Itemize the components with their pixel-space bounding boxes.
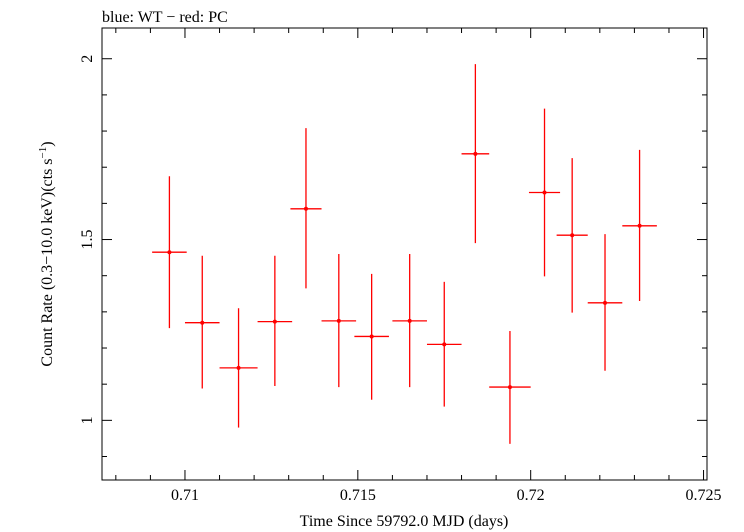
data-point [257,255,293,386]
point-marker [407,318,412,323]
data-point [392,254,427,388]
data-point [152,176,187,329]
data-point [184,255,220,389]
x-tick-label: 0.71 [171,487,199,504]
data-point [290,128,322,289]
data-points [152,64,657,444]
point-marker [637,223,642,228]
plot-frame [101,27,708,481]
point-marker [303,206,308,211]
point-marker [236,365,241,370]
point-marker [272,319,277,324]
data-point [528,108,561,277]
y-tick-label: 1.5 [79,230,96,250]
point-marker [369,334,374,339]
chart-title: blue: WT − red: PC [102,9,228,26]
point-marker [507,385,512,390]
y-axis-label-main: Count Rate (0.3−10.0 keV)(cts s [39,158,56,366]
data-point [587,234,623,371]
y-axis-label-superscript: −1 [37,147,49,159]
point-marker [570,233,575,238]
y-tick-label: 1 [79,416,96,424]
data-point [489,331,531,444]
x-tick-label: 0.72 [517,487,545,504]
x-tick-label: 0.725 [686,487,722,504]
point-marker [473,151,478,156]
point-marker [442,342,447,347]
y-tick-label: 2 [79,55,96,63]
data-point [556,158,588,313]
y-ticks: 11.52 [79,55,707,457]
data-point [461,64,490,244]
point-marker [336,318,341,323]
data-point [219,308,258,428]
data-point [321,254,357,388]
data-point [354,273,389,400]
point-marker [167,250,172,255]
data-point [622,149,657,302]
y-axis-label-close: ) [39,141,56,146]
point-marker [200,320,205,325]
data-point [426,281,462,407]
x-ticks: 0.71 0.715 0.72 0.725 [115,28,722,504]
x-tick-label: 0.715 [340,487,376,504]
y-axis-label: Count Rate (0.3−10.0 keV)(cts s−1) [37,141,56,366]
point-marker [603,300,608,305]
point-marker [542,190,547,195]
x-axis-label: Time Since 59792.0 MJD (days) [300,513,509,530]
